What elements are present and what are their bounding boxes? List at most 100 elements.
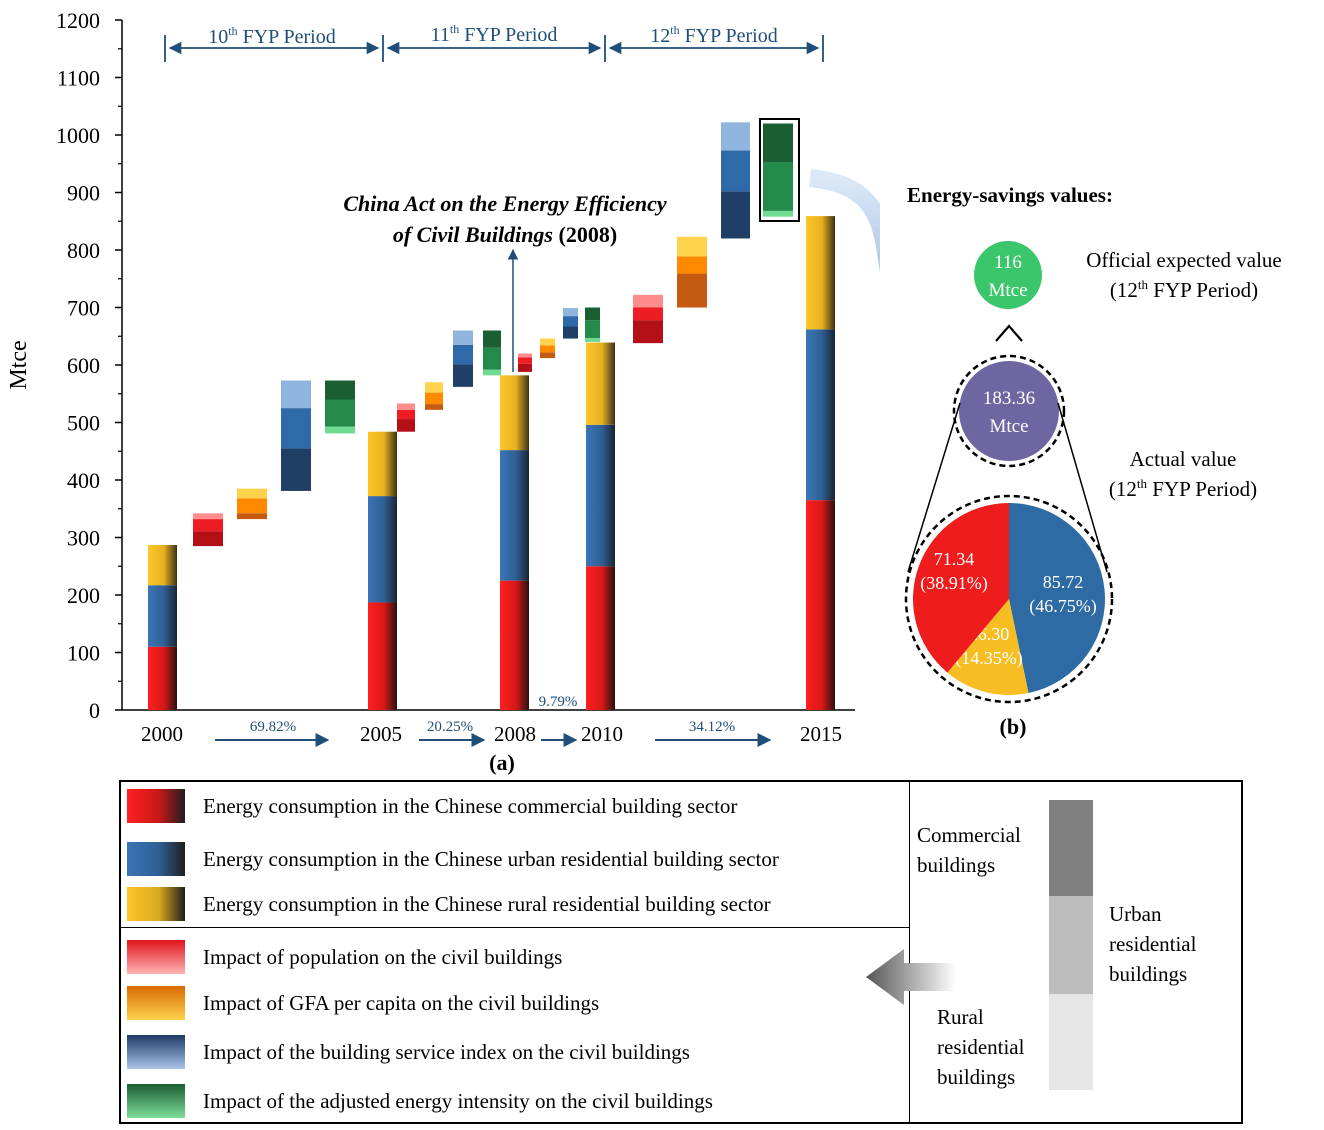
type-label-commercial: Commercial buildings — [917, 823, 1021, 877]
effect-population-segment — [397, 403, 415, 410]
effect-gfa-segment — [540, 338, 555, 346]
legend-swatch — [127, 1084, 185, 1118]
effects-layer — [193, 122, 793, 547]
y-tick-label: 200 — [67, 583, 100, 608]
growth-label-1: 69.82% — [250, 719, 296, 735]
savings-panel: Energy-savings values: 116 Mtce Official… — [904, 183, 1282, 739]
legend-item-commercial-sector: Energy consumption in the Chinese commer… — [127, 788, 737, 824]
savings-title: Energy-savings values: — [907, 183, 1113, 207]
effect-service-segment — [453, 344, 473, 365]
effect-intensity-segment — [483, 347, 501, 370]
bar-rural-2000 — [148, 544, 177, 586]
legend-label: Impact of the building service index on … — [203, 1039, 690, 1064]
effect-intensity-segment — [763, 123, 793, 163]
x-label-2015: 2015 — [800, 722, 842, 746]
official-value-circle — [974, 241, 1042, 309]
pie-pct-rural: (14.35%) — [955, 648, 1022, 669]
legend-label: Energy consumption in the Chinese commer… — [203, 793, 738, 818]
bar-rural-2008 — [500, 375, 529, 451]
effect-intensity-segment — [325, 399, 355, 427]
effect-gfa-segment — [425, 392, 443, 405]
effect-gfa-segment — [677, 256, 707, 274]
effect-service-segment — [281, 380, 311, 409]
legend-swatch — [127, 940, 185, 974]
bar-urban-2005 — [368, 496, 397, 603]
bar-rural-2010 — [586, 342, 615, 425]
official-value: 116 — [994, 252, 1022, 273]
effect-population-segment — [518, 357, 532, 364]
actual-value: 183.36 — [983, 388, 1035, 409]
legend-items: Energy consumption in the Chinese commer… — [121, 782, 910, 1122]
y-axis: 0 100 200 300 400 500 600 700 800 900 1000 1100 1200 — [56, 8, 855, 723]
effect-service-segment — [721, 191, 750, 239]
bar-urban-2000 — [148, 585, 177, 647]
x-label-2010: 2010 — [581, 722, 623, 746]
law-annotation: China Act on the Energy Efficiency of Ci… — [343, 191, 667, 372]
panel-label-b: (b) — [1000, 714, 1027, 739]
bar-commercial-2015 — [806, 500, 835, 710]
actual-label-line2: (12th FYP Period) — [1109, 476, 1257, 501]
effect-service-segment — [721, 150, 750, 192]
pie-chart: 85.72(46.75%)26.30(14.35%)71.34(38.91%) — [912, 503, 1106, 695]
y-tick-label: 400 — [67, 468, 100, 493]
growth-label-3: 9.79% — [539, 694, 578, 710]
fyp-period-brackets: 10th FYP Period 11th FYP Period 12th FYP… — [164, 22, 824, 62]
pie-pct-commercial: (38.91%) — [920, 573, 987, 594]
legend-swatch — [127, 789, 185, 823]
official-label-line1: Official expected value — [1086, 248, 1282, 272]
y-tick-label: 0 — [89, 698, 100, 723]
actual-label-line1: Actual value — [1130, 447, 1237, 471]
y-tick-label: 600 — [67, 353, 100, 378]
type-bar-rural — [1049, 994, 1093, 1090]
bar-rural-2005 — [368, 431, 397, 497]
y-tick-label: 1100 — [57, 66, 100, 91]
left-arrow-icon — [866, 949, 956, 1005]
effect-population-segment — [193, 519, 223, 532]
x-label-2000: 2000 — [141, 722, 183, 746]
effect-service-segment — [563, 326, 578, 339]
pie-pct-urban: (46.75%) — [1029, 596, 1096, 617]
growth-label-4: 34.12% — [689, 719, 735, 735]
bar-commercial-2008 — [500, 580, 529, 710]
effect-population-segment — [397, 419, 415, 432]
x-label-2005: 2005 — [360, 722, 402, 746]
y-tick-label: 1000 — [56, 123, 100, 148]
effect-service-segment — [453, 364, 473, 387]
effect-intensity-segment — [325, 426, 355, 434]
legend-item-rural-sector: Energy consumption in the Chinese rural … — [127, 886, 771, 922]
legend-item-gfa: Impact of GFA per capita on the civil bu… — [127, 985, 599, 1021]
type-label-urban: Urban residential buildings — [1109, 902, 1197, 986]
effect-population-segment — [633, 294, 663, 308]
legend-label: Impact of the adjusted energy intensity … — [203, 1088, 713, 1113]
curved-arrow — [808, 169, 880, 273]
period-label-10th: 10th FYP Period — [208, 24, 336, 48]
effect-intensity-segment — [763, 162, 793, 211]
effect-intensity-segment — [483, 369, 501, 376]
panel-label-a: (a) — [489, 750, 515, 775]
legend-label: Energy consumption in the Chinese rural … — [203, 891, 771, 916]
bar-commercial-2010 — [586, 566, 615, 710]
y-tick-label: 500 — [67, 411, 100, 436]
bar-commercial-2000 — [148, 646, 177, 710]
effect-service-segment — [453, 330, 473, 345]
annotation-line2: of Civil Buildings (2008) — [393, 222, 617, 247]
effect-service-segment — [281, 448, 311, 491]
legend-item-energy-intensity: Impact of the adjusted energy intensity … — [127, 1083, 713, 1119]
effect-population-segment — [193, 531, 223, 547]
legend-swatch — [127, 986, 185, 1020]
effect-service-segment — [281, 408, 311, 449]
bar-rural-2015 — [806, 216, 835, 330]
bar-urban-2010 — [586, 424, 615, 567]
legend-label: Impact of GFA per capita on the civil bu… — [203, 990, 600, 1015]
effect-service-segment — [563, 316, 578, 327]
actual-value-circle — [959, 361, 1059, 461]
legend-item-service-index: Impact of the building service index on … — [127, 1034, 690, 1070]
effect-intensity-segment — [585, 307, 600, 321]
effect-population-segment — [518, 363, 532, 372]
legend-swatch — [127, 887, 185, 921]
legend-label: Energy consumption in the Chinese urban … — [203, 846, 779, 871]
legend-item-urban-sector: Energy consumption in the Chinese urban … — [127, 841, 779, 877]
x-label-2008: 2008 — [494, 722, 536, 746]
effect-population-segment — [397, 409, 415, 420]
y-tick-label: 900 — [67, 181, 100, 206]
